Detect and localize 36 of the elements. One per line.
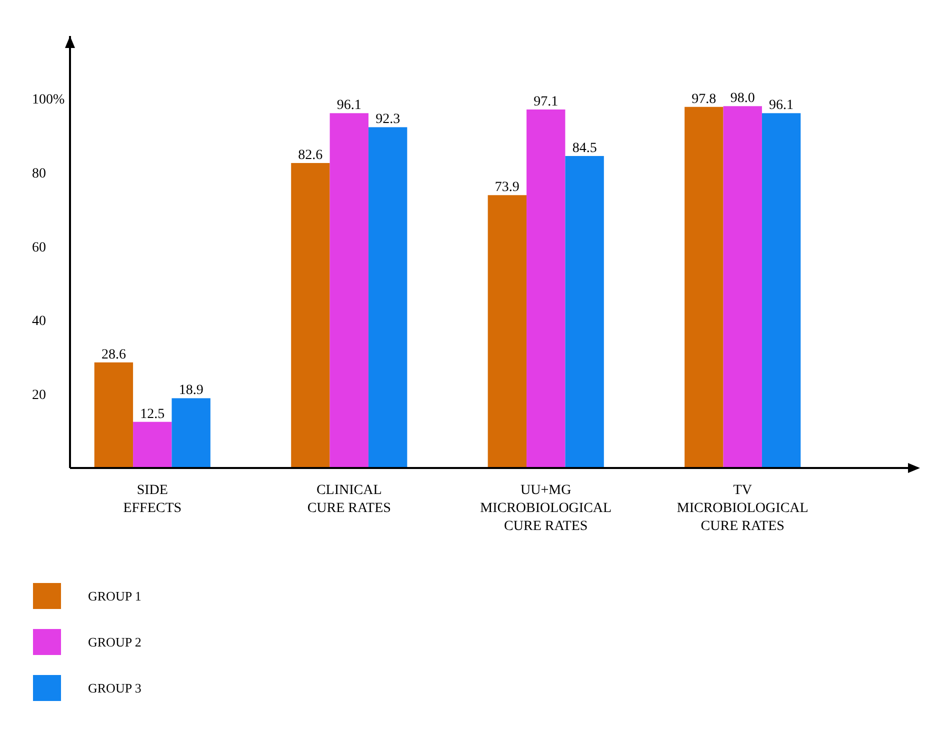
x-tick-label: TV MICROBIOLOGICAL CURE RATES	[676, 483, 808, 534]
data-label: 97.1	[534, 94, 558, 110]
data-label: 12.5	[140, 406, 165, 422]
bar	[368, 127, 408, 468]
y-tick-label: 40	[32, 314, 46, 330]
data-label: 73.9	[494, 180, 520, 196]
legend-label: GROUP 1	[88, 588, 142, 604]
y-tick-label: 60	[32, 240, 46, 256]
x-tick-label: SIDE EFFECTS	[123, 483, 182, 516]
bar	[526, 109, 566, 468]
bar	[684, 106, 724, 468]
data-label: 98.0	[730, 91, 755, 106]
data-label: 96.1	[336, 98, 362, 114]
data-label: 92.3	[376, 112, 400, 128]
bar	[762, 113, 801, 468]
y-tick-label: 100%	[32, 92, 65, 108]
x-tick-label: UU+MG MICROBIOLOGICAL CURE RATES	[480, 483, 612, 534]
y-tick-label: 80	[32, 166, 46, 182]
data-label: 18.9	[178, 383, 204, 398]
data-label: 82.6	[298, 148, 323, 164]
bar	[723, 106, 762, 468]
data-label: 84.5	[572, 141, 597, 156]
legend-label: GROUP 3	[88, 680, 142, 696]
bar	[291, 163, 330, 468]
x-tick-label: CLINICAL CURE RATES	[307, 483, 391, 516]
legend-label: GROUP 2	[88, 634, 142, 650]
bar	[488, 195, 527, 468]
bar	[565, 156, 604, 468]
y-tick-label: 20	[32, 388, 46, 404]
data-label: 28.6	[101, 347, 126, 362]
data-label: 96.1	[769, 98, 794, 114]
bar	[133, 422, 172, 468]
bar	[94, 362, 134, 468]
bar	[330, 113, 368, 468]
data-label: 97.8	[692, 92, 716, 107]
bar	[172, 398, 210, 468]
